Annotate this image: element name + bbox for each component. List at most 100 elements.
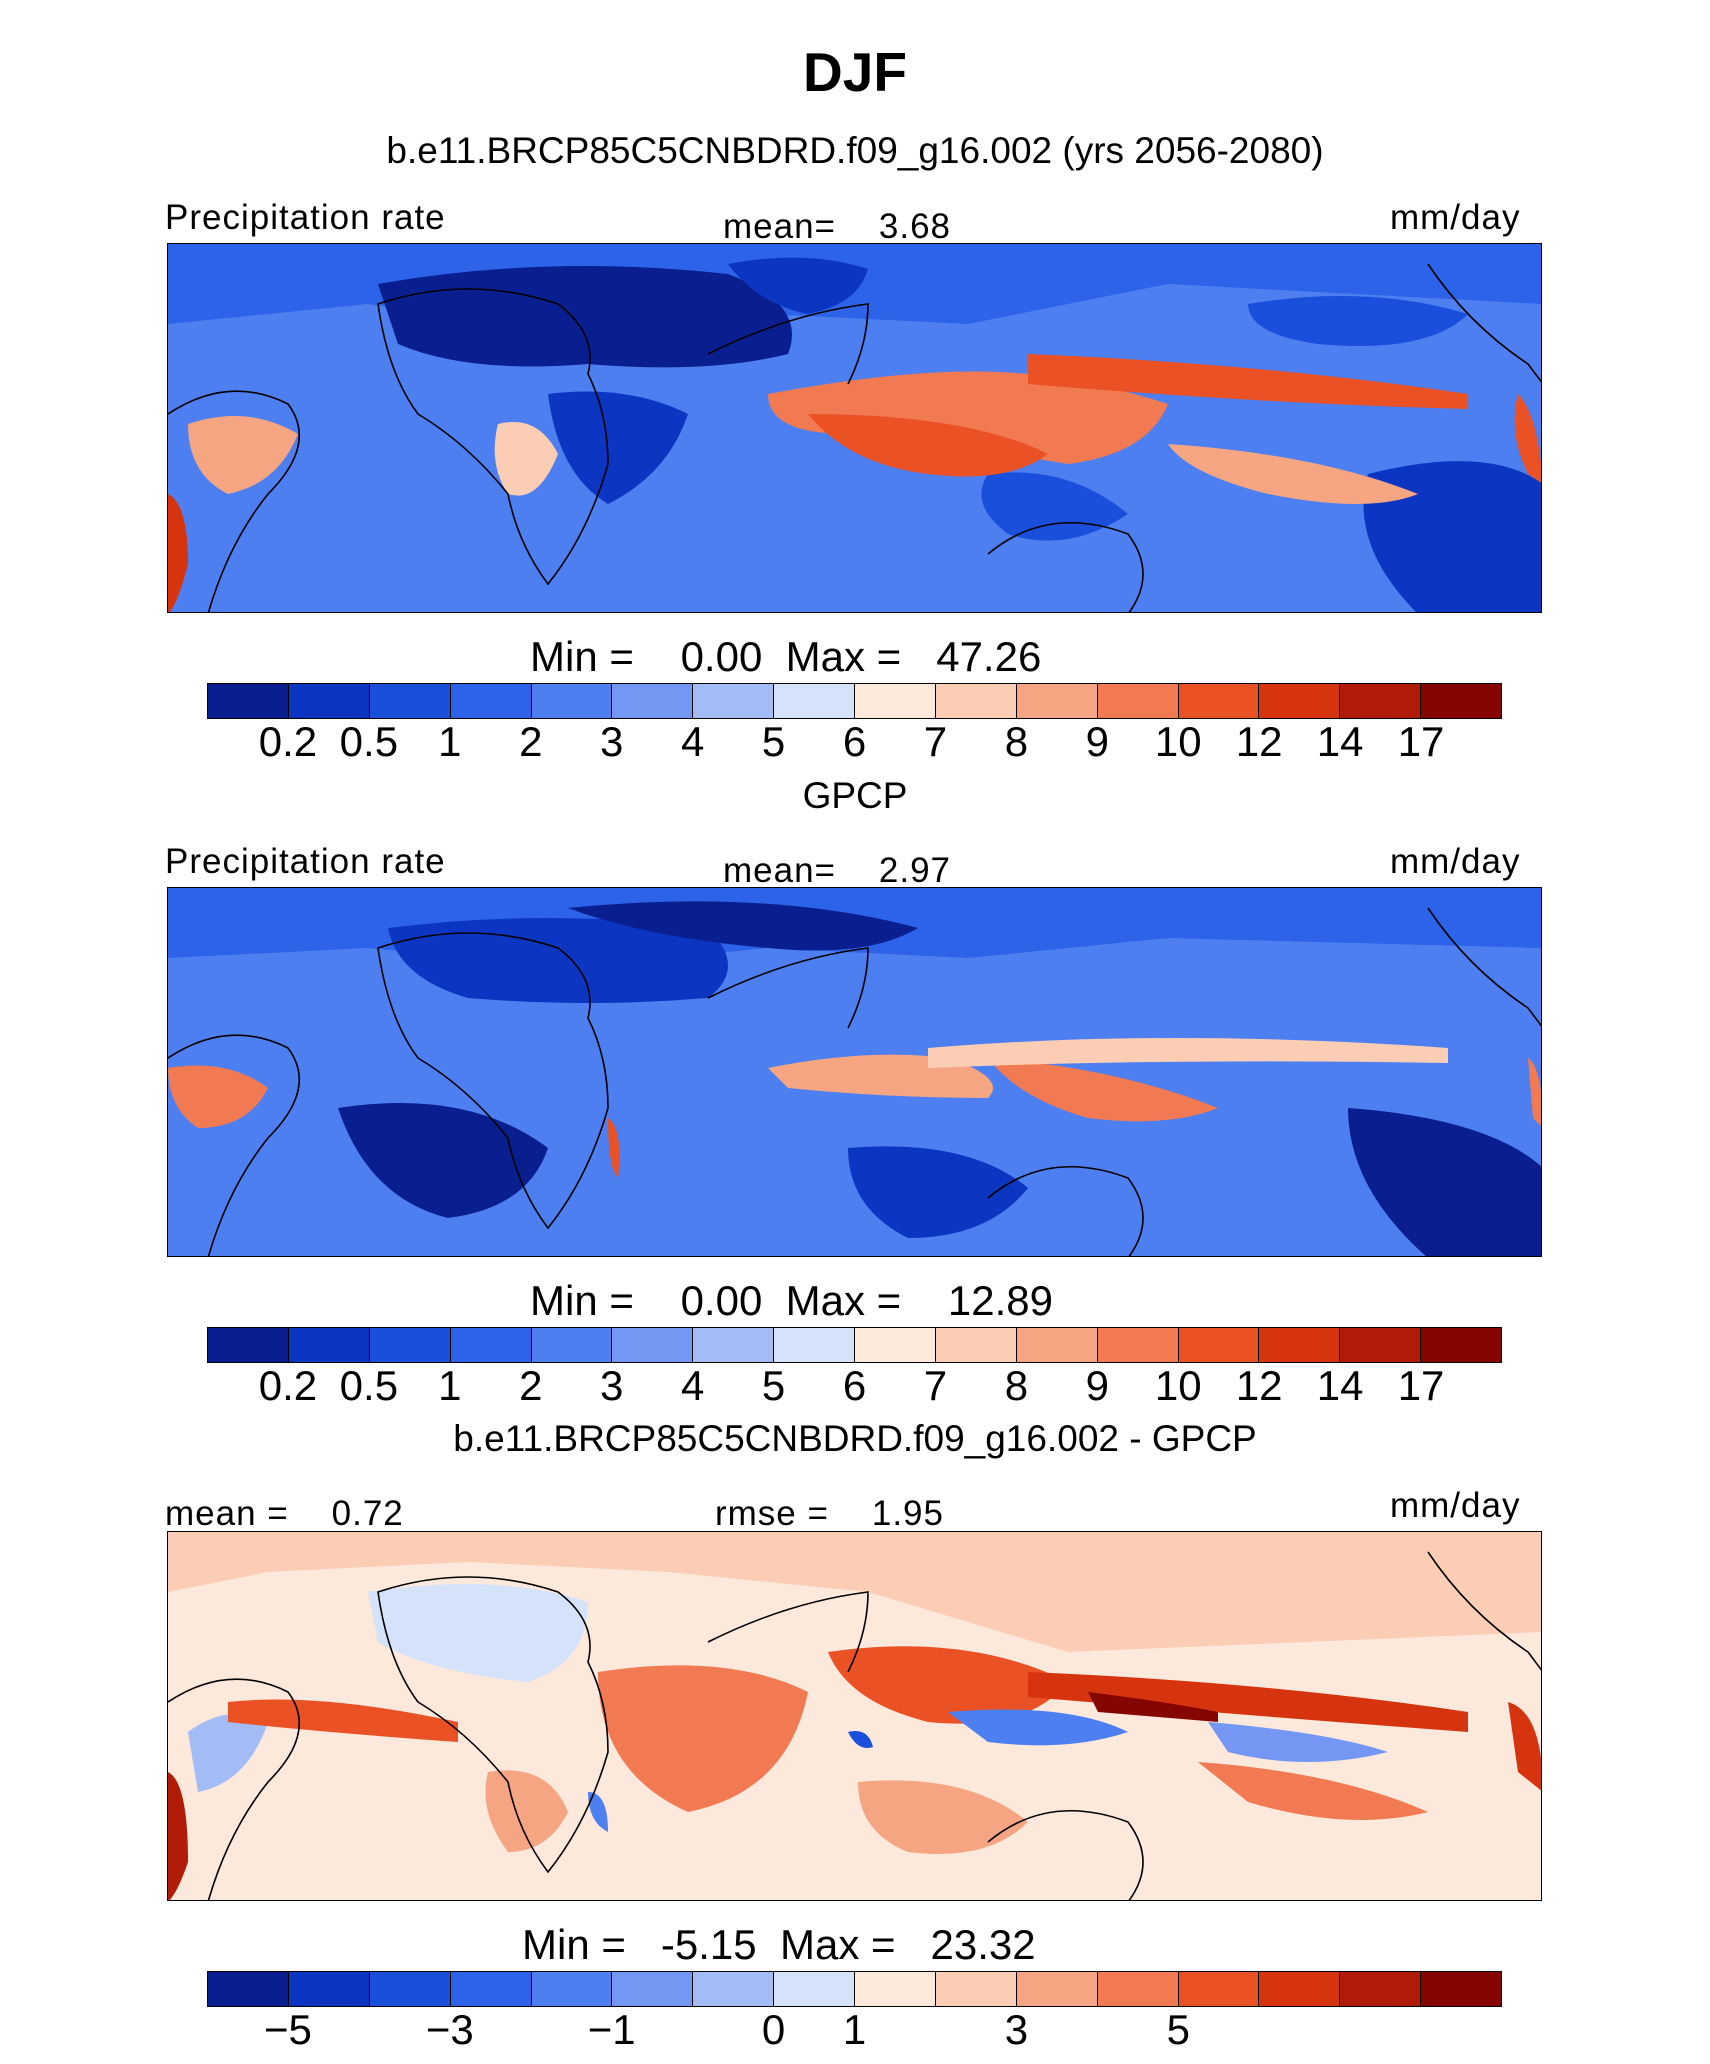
panel1-colorbar-tick: 17 — [1397, 718, 1445, 765]
panel2-mean-value: 2.97 — [878, 851, 952, 890]
panel2-colorbar-swatch — [1421, 1328, 1501, 1362]
panel2-colorbar-tick: 17 — [1397, 1362, 1445, 1409]
panel2-colorbar-tick: 0.5 — [339, 1362, 399, 1409]
panel2-colorbar — [207, 1327, 1502, 1363]
panel1-colorbar-swatch — [935, 684, 1017, 718]
panel1-colorbar-tick: 9 — [1085, 718, 1109, 765]
panel1-colorbar-swatch — [531, 684, 613, 718]
panel2-colorbar-tick: 5 — [761, 1362, 786, 1409]
panel3-colorbar-swatch — [1097, 1972, 1179, 2006]
panel1-colorbar-tick: 8 — [1004, 718, 1029, 765]
panel1-mean-label: mean= 3.68 — [723, 207, 952, 246]
panel2-colorbar-swatch — [855, 1328, 936, 1362]
panel2-colorbar-tick: 9 — [1085, 1362, 1109, 1409]
panel3-colorbar-swatch — [208, 1972, 289, 2006]
panel3-max-value: 23.32 — [930, 1921, 1036, 1968]
panel3-colorbar-tick: 3 — [1004, 2006, 1029, 2053]
panel2-colorbar-swatch — [1259, 1328, 1341, 1362]
panel1-colorbar-tick: 0.5 — [339, 718, 399, 765]
panel2-min-max: Min = 0.00 Max = 12.89 — [530, 1277, 1053, 1324]
panel1-colorbar-swatch — [1016, 684, 1098, 718]
panel2-colorbar-tick: 1 — [438, 1362, 462, 1409]
panel2-colorbar-swatch — [288, 1328, 370, 1362]
panel3-min-value: -5.15 — [660, 1921, 757, 1968]
panel1-colorbar-swatch — [855, 684, 936, 718]
panel1-units: mm/day — [1390, 198, 1521, 237]
panel3-colorbar-tick: −5 — [263, 2006, 312, 2053]
panel2-colorbar-tick: 6 — [842, 1362, 867, 1409]
panel2-mean-label: mean= 2.97 — [723, 851, 952, 890]
panel2-colorbar-swatch — [1016, 1328, 1098, 1362]
panel2-map — [167, 887, 1542, 1257]
panel3-colorbar-tick: −1 — [587, 2006, 636, 2053]
panel3-colorbar-swatch — [1421, 1972, 1501, 2006]
panel2-colorbar-swatch — [1340, 1328, 1422, 1362]
panel1-colorbar-swatch — [288, 684, 370, 718]
panel2-max-value: 12.89 — [947, 1277, 1053, 1324]
panel1-colorbar-tick: 7 — [923, 718, 948, 765]
panel1-colorbar-tick: 6 — [842, 718, 867, 765]
panel2-colorbar-swatch — [935, 1328, 1017, 1362]
panel2-colorbar-swatch — [1178, 1328, 1260, 1362]
panel3-colorbar-tick: −3 — [425, 2006, 474, 2053]
panel3-colorbar-swatch — [1016, 1972, 1098, 2006]
panel2-colorbar-swatch — [774, 1328, 855, 1362]
panel1-colorbar-tick: 12 — [1235, 718, 1283, 765]
panel3-colorbar-swatch — [612, 1972, 694, 2006]
panel2-colorbar-tick: 4 — [680, 1362, 705, 1409]
panel1-variable-label: Precipitation rate — [165, 198, 446, 237]
panel2-subtitle: GPCP — [802, 775, 908, 816]
panel1-colorbar-swatch — [693, 684, 775, 718]
panel2-colorbar-tick: 12 — [1235, 1362, 1283, 1409]
panel2-colorbar-tick: 10 — [1154, 1362, 1202, 1409]
panel3-colorbar-tick: 5 — [1166, 2006, 1190, 2053]
panel1-colorbar-swatch — [1259, 684, 1341, 718]
panel1-min-value: 0.00 — [680, 633, 763, 680]
panel2-colorbar-swatch — [612, 1328, 694, 1362]
panel3-colorbar-swatch — [1340, 1972, 1422, 2006]
panel3-colorbar-swatch — [531, 1972, 613, 2006]
panel3-colorbar-swatch — [774, 1972, 855, 2006]
panel3-colorbar-swatch — [1178, 1972, 1260, 2006]
panel1-colorbar-tick: 3 — [600, 718, 624, 765]
panel2-colorbar-swatch — [693, 1328, 775, 1362]
panel2-colorbar-ticks: 0.2 0.5 1 2 3 4 5 6 7 8 9 10 12 14 17 — [0, 1362, 1710, 1412]
panel3-colorbar-ticks: −5 −3 −1 0 1 3 5 — [0, 2006, 1710, 2056]
panel3-colorbar-swatch — [855, 1972, 936, 2006]
panel1-colorbar — [207, 683, 1502, 719]
figure-title: DJF — [803, 41, 907, 103]
panel1-colorbar-swatch — [450, 684, 532, 718]
panel1-colorbar-swatch — [369, 684, 451, 718]
panel2-colorbar-swatch — [208, 1328, 289, 1362]
panel1-colorbar-swatch — [612, 684, 694, 718]
panel1-colorbar-swatch — [1421, 684, 1501, 718]
panel1-colorbar-ticks: 0.2 0.5 1 2 3 4 5 6 7 8 9 10 12 14 17 — [0, 718, 1710, 768]
panel3-colorbar-swatch — [369, 1972, 451, 2006]
panel1-colorbar-swatch — [1097, 684, 1179, 718]
panel3-colorbar-swatch — [1259, 1972, 1341, 2006]
panel1-colorbar-tick: 0.2 — [258, 718, 318, 765]
panel1-colorbar-tick: 4 — [680, 718, 705, 765]
panel2-colorbar-tick: 2 — [519, 1362, 543, 1409]
panel1-subtitle: b.e11.BRCP85C5CNBDRD.f09_g16.002 (yrs 20… — [386, 130, 1324, 171]
panel1-colorbar-tick: 1 — [438, 718, 462, 765]
panel1-colorbar-swatch — [1178, 684, 1260, 718]
panel1-mean-value: 3.68 — [878, 207, 952, 246]
panel2-colorbar-tick: 8 — [1004, 1362, 1029, 1409]
panel3-colorbar-swatch — [693, 1972, 775, 2006]
panel3-colorbar — [207, 1971, 1502, 2007]
panel1-colorbar-swatch — [1340, 684, 1422, 718]
panel3-colorbar-tick: 1 — [842, 2006, 867, 2053]
panel3-rmse-label: rmse = 1.95 — [715, 1494, 944, 1533]
panel2-variable-label: Precipitation rate — [165, 842, 446, 881]
panel3-min-max: Min = -5.15 Max = 23.32 — [522, 1921, 1036, 1968]
panel3-colorbar-swatch — [450, 1972, 532, 2006]
panel2-colorbar-tick: 0.2 — [258, 1362, 318, 1409]
panel2-colorbar-swatch — [531, 1328, 613, 1362]
panel2-colorbar-swatch — [450, 1328, 532, 1362]
panel3-rmse-value: 1.95 — [871, 1494, 944, 1533]
panel2-units: mm/day — [1390, 842, 1521, 881]
panel2-colorbar-tick: 7 — [923, 1362, 948, 1409]
panel1-colorbar-tick: 14 — [1316, 718, 1364, 765]
panel3-mean-value: 0.72 — [331, 1494, 404, 1533]
